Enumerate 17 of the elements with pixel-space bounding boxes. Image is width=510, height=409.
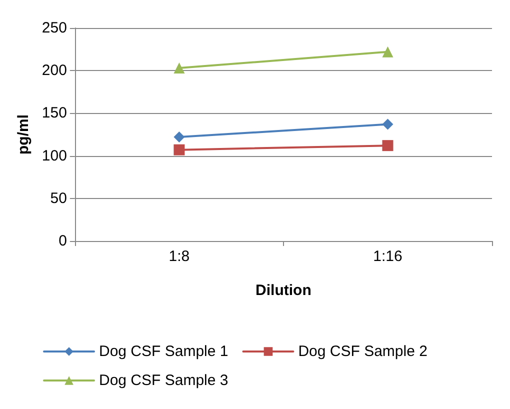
- legend-label: Dog CSF Sample 1: [99, 343, 228, 360]
- y-tick-label: 250: [42, 20, 67, 36]
- legend-label: Dog CSF Sample 3: [99, 372, 228, 389]
- legend-label: Dog CSF Sample 2: [298, 343, 428, 360]
- x-axis-title: Dilution: [256, 282, 312, 299]
- y-tick-label: 0: [58, 232, 67, 250]
- x-tick-label: 1:16: [373, 248, 402, 265]
- point: [174, 132, 185, 143]
- point: [174, 144, 185, 156]
- y-axis-title: pg/ml: [15, 114, 32, 154]
- point: [382, 140, 394, 152]
- y-tick-label: 150: [42, 104, 67, 122]
- y-tick-label: 200: [42, 62, 67, 80]
- point: [382, 118, 394, 130]
- y-tick-label: 100: [42, 147, 67, 164]
- x-tick-label: 1:8: [168, 248, 190, 265]
- y-tick-label: 50: [50, 190, 67, 207]
